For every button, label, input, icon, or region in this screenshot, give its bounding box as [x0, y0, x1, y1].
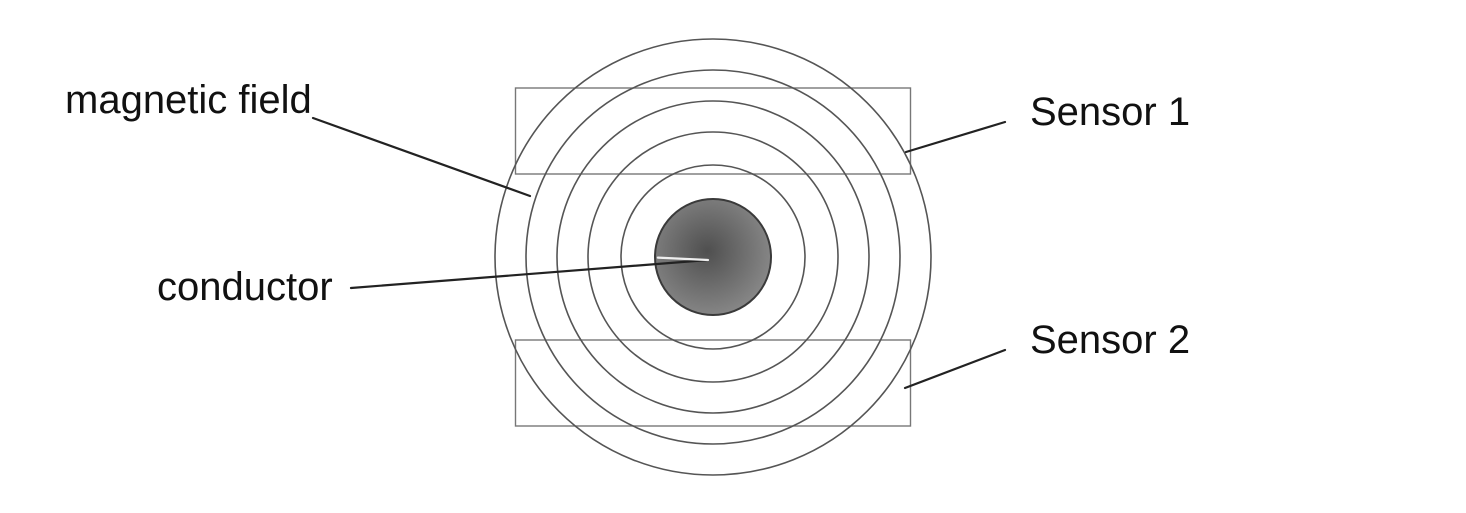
label-sensor-1: Sensor 1	[1030, 90, 1190, 135]
conductor-circle	[655, 199, 771, 315]
leader-magnetic-field	[313, 118, 530, 196]
diagram-stage: magnetic field conductor Sensor 1 Sensor…	[0, 0, 1466, 513]
label-conductor: conductor	[157, 265, 333, 310]
diagram-svg	[0, 0, 1466, 513]
label-sensor-2: Sensor 2	[1030, 318, 1190, 363]
label-magnetic-field: magnetic field	[65, 78, 312, 123]
leader-sensor-1	[906, 122, 1005, 152]
leader-sensor-2	[905, 350, 1005, 388]
leader-conductor	[351, 260, 708, 288]
